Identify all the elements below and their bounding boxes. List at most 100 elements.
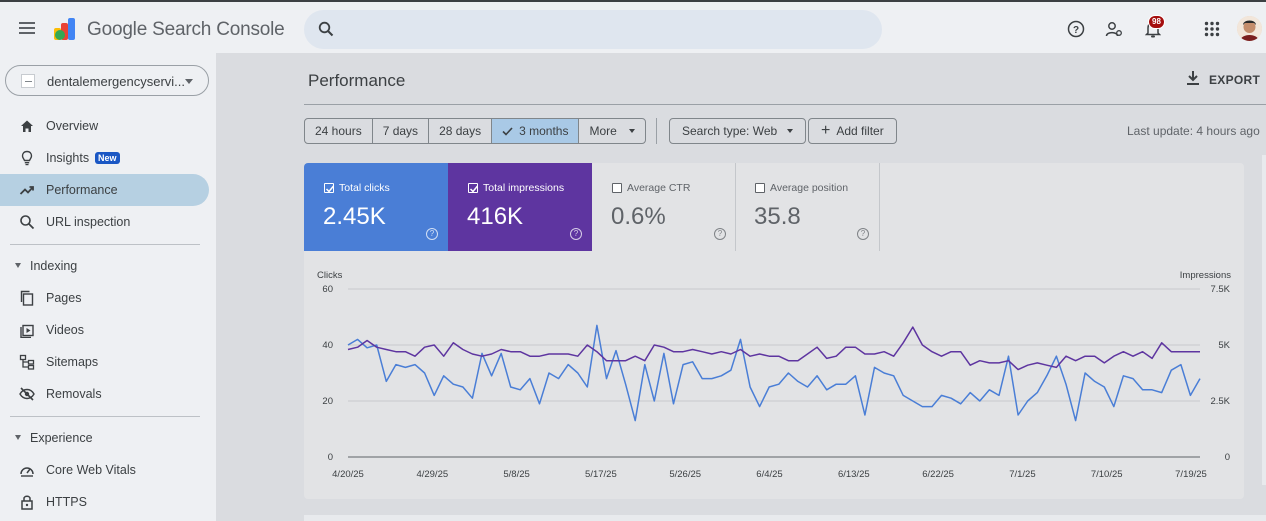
sidebar-item-label: Videos [46,323,84,337]
sidebar-item-removals[interactable]: Removals [0,378,209,410]
sidebar-item-pages[interactable]: Pages [0,282,209,314]
help-icon[interactable]: ? [570,228,582,240]
y2-tick-label: 2.5K [1210,396,1230,407]
sidebar-item-label: Pages [46,291,82,305]
main-menu-button[interactable] [14,15,40,41]
sidebar-item-core-web-vitals[interactable]: Core Web Vitals [0,454,209,486]
help-icon: ? [1067,20,1085,38]
header-divider [304,104,1266,105]
x-tick-label: 5/26/25 [669,469,701,480]
lock-icon [21,495,33,510]
metric-average-ctr[interactable]: Average CTR 0.6% ? [592,163,736,251]
sidebar-item-label: Removals [46,387,102,401]
sitemap-icon [19,354,35,370]
range-more-button[interactable]: More [579,119,644,143]
metric-value: 2.45K [323,203,386,230]
sidebar-divider [10,244,200,245]
metric-value: 35.8 [754,203,801,230]
x-tick-label: 4/29/25 [416,469,448,480]
chevron-down-icon [185,79,193,84]
user-avatar-icon [1237,16,1262,41]
sidebar-divider [10,416,200,417]
help-button[interactable]: ? [1064,17,1088,41]
apps-button[interactable] [1200,17,1224,41]
eye-off-icon [19,387,35,401]
sidebar-item-overview[interactable]: Overview [0,110,209,142]
search-input[interactable] [348,10,868,49]
chart-grid [348,288,1200,458]
download-icon [1187,71,1199,85]
range-label: More [589,124,617,138]
search-type-filter[interactable]: Search type: Web [669,118,807,144]
help-icon[interactable]: ? [714,228,726,240]
metric-label: Average CTR [627,182,691,194]
last-update-text: Last update: 4 hours ago [1127,124,1260,138]
range-24-hours-button[interactable]: 24 hours [305,119,373,143]
date-range-selector: 24 hours 7 days 28 days 3 months More [304,118,646,144]
video-icon [20,324,34,338]
metric-checkbox[interactable] [755,183,765,193]
metric-checkbox[interactable] [324,183,335,193]
section-experience[interactable]: Experience [0,426,209,450]
metric-total-clicks[interactable]: Total clicks 2.45K ? [304,163,448,251]
metric-label: Total impressions [483,182,565,194]
search-box[interactable] [304,10,882,49]
metric-label: Average position [770,182,849,194]
sidebar-item-label: Core Web Vitals [46,463,136,477]
sidebar-item-label: HTTPS [46,495,87,509]
sidebar-item-videos[interactable]: Videos [0,314,209,346]
search-icon [20,215,35,230]
pages-icon [20,290,34,306]
property-selector[interactable]: dentalemergencyservi... [5,65,209,96]
section-indexing[interactable]: Indexing [0,254,209,278]
y2-tick-label: 0 [1225,452,1230,463]
add-filter-label: Add filter [836,124,884,138]
export-label: EXPORT [1209,73,1261,87]
section-label: Experience [30,431,93,445]
sidebar-item-insights[interactable]: Insights New [0,142,209,174]
check-icon [469,185,479,193]
svg-text:?: ? [1073,25,1079,36]
apps-grid-icon [1204,21,1220,37]
range-3-months-button[interactable]: 3 months [492,119,580,143]
sidebar-item-label: URL inspection [46,215,131,229]
sidebar-item-label: Performance [46,183,118,197]
sidebar-item-performance[interactable]: Performance [0,174,209,206]
sidebar-item-label: Overview [46,119,99,133]
performance-chart[interactable]: Clicks Impressions 0 0 20 2.5K 40 5K 60 7.5K 4/2… [304,263,1244,495]
range-7-days-button[interactable]: 7 days [373,119,430,143]
sidebar-item-label: Insights [46,151,90,165]
x-tick-label: 6/13/25 [838,469,870,480]
chart-ticks: 0 0 20 2.5K 40 5K 60 7.5K 4/20/25 4/29/25 5/8/25 5/… [322,284,1230,480]
metric-checkbox[interactable] [468,183,479,193]
metric-average-position[interactable]: Average position 35.8 ? [735,163,880,251]
metric-checkbox[interactable] [612,183,622,193]
y-tick-label: 60 [322,284,333,295]
collapse-caret-icon [15,263,21,268]
chevron-down-icon [628,129,635,133]
metric-total-impressions[interactable]: Total impressions 416K ? [448,163,592,251]
check-icon [325,185,335,193]
side-panel-edge [1262,155,1266,485]
help-icon[interactable]: ? [857,228,869,240]
search-icon [318,21,334,37]
x-tick-label: 5/8/25 [503,469,529,480]
y-tick-label: 40 [322,340,333,351]
y2-tick-label: 5K [1218,340,1230,351]
search-console-logo[interactable] [52,16,78,42]
x-tick-label: 4/20/25 [332,469,364,480]
sidebar-item-https[interactable]: HTTPS [0,486,209,518]
sidebar-item-url-inspection[interactable]: URL inspection [0,206,209,238]
new-badge: New [95,152,120,164]
account-avatar[interactable] [1237,16,1262,41]
sidebar-item-sitemaps[interactable]: Sitemaps [0,346,209,378]
series-line-impressions [347,326,1200,371]
range-28-days-button[interactable]: 28 days [429,119,493,143]
app-title[interactable]: Google Search Console [87,19,285,40]
collapse-caret-icon [15,435,21,440]
range-label: 3 months [519,124,569,138]
settings-users-button[interactable] [1102,17,1126,41]
help-icon[interactable]: ? [426,228,438,240]
add-filter-button[interactable]: + Add filter [808,118,897,144]
property-icon [21,74,35,88]
